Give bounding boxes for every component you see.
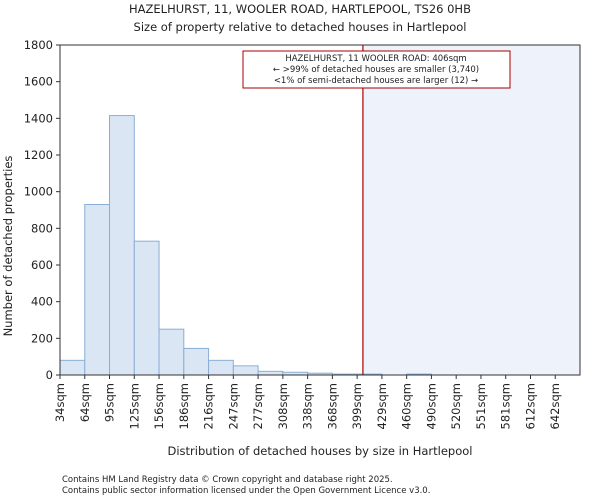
y-tick-label: 800 (31, 221, 53, 235)
x-tick-label: 399sqm (350, 383, 364, 429)
annotation-box (242, 50, 511, 89)
x-tick-label: 338sqm (301, 383, 315, 429)
histogram-bar-34sqm (59, 359, 86, 376)
y-tick-label: 1800 (24, 38, 53, 52)
x-tick-label: 125sqm (127, 383, 141, 429)
x-tick-label: 490sqm (424, 383, 438, 429)
annotation-line-2: ← >99% of detached houses are smaller (3… (273, 65, 479, 75)
larger-region-shade (362, 45, 580, 375)
x-tick-label: 551sqm (474, 383, 488, 429)
plot-frame (59, 44, 581, 376)
histogram-bar-277sqm (257, 370, 284, 376)
x-tick-label: 95sqm (103, 383, 117, 422)
annotation-line-3: <1% of semi-detached houses are larger (… (274, 76, 478, 86)
y-axis-label: Number of detached properties (1, 156, 15, 337)
histogram-bar-125sqm (133, 240, 160, 376)
y-tick-label: 1200 (24, 148, 53, 162)
x-tick-label: 64sqm (78, 383, 92, 422)
annotation-line-1: HAZELHURST, 11 WOOLER ROAD: 406sqm (285, 54, 466, 64)
y-tick-label: 1400 (24, 111, 53, 125)
histogram-bar-95sqm (109, 115, 135, 376)
y-tick-label: 200 (31, 331, 53, 345)
y-tick-label: 400 (31, 295, 53, 309)
x-axis-label: Distribution of detached houses by size … (167, 444, 472, 458)
chart-subtitle: Size of property relative to detached ho… (134, 20, 467, 34)
x-tick-label: 642sqm (548, 383, 562, 429)
x-tick-label: 520sqm (449, 383, 463, 429)
y-tick-label: 1600 (24, 75, 53, 89)
y-tick-label: 0 (46, 368, 53, 382)
y-tick-label: 1000 (24, 185, 53, 199)
x-tick-label: 216sqm (202, 383, 216, 429)
footer-line-2: Contains public sector information licen… (62, 486, 430, 496)
histogram-bar-216sqm (208, 359, 234, 376)
x-tick-label: 581sqm (499, 383, 513, 429)
x-tick-label: 460sqm (400, 383, 414, 429)
y-tick-label: 600 (31, 258, 53, 272)
x-tick-label: 368sqm (325, 383, 339, 429)
histogram-bar-247sqm (232, 365, 259, 376)
histogram-bar-186sqm (183, 347, 210, 376)
footer-line-1: Contains HM Land Registry data © Crown c… (62, 475, 393, 485)
x-tick-label: 247sqm (226, 383, 240, 429)
histogram-bar-156sqm (158, 328, 185, 376)
x-tick-label: 612sqm (523, 383, 537, 429)
x-tick-label: 156sqm (152, 383, 166, 429)
histogram-bar-64sqm (84, 204, 111, 376)
x-tick-label: 429sqm (375, 383, 389, 429)
x-tick-label: 277sqm (251, 383, 265, 429)
x-tick-label: 34sqm (53, 383, 67, 422)
x-tick-label: 186sqm (177, 383, 191, 429)
x-tick-label: 308sqm (276, 383, 290, 429)
chart-title: HAZELHURST, 11, WOOLER ROAD, HARTLEPOOL,… (129, 2, 471, 16)
